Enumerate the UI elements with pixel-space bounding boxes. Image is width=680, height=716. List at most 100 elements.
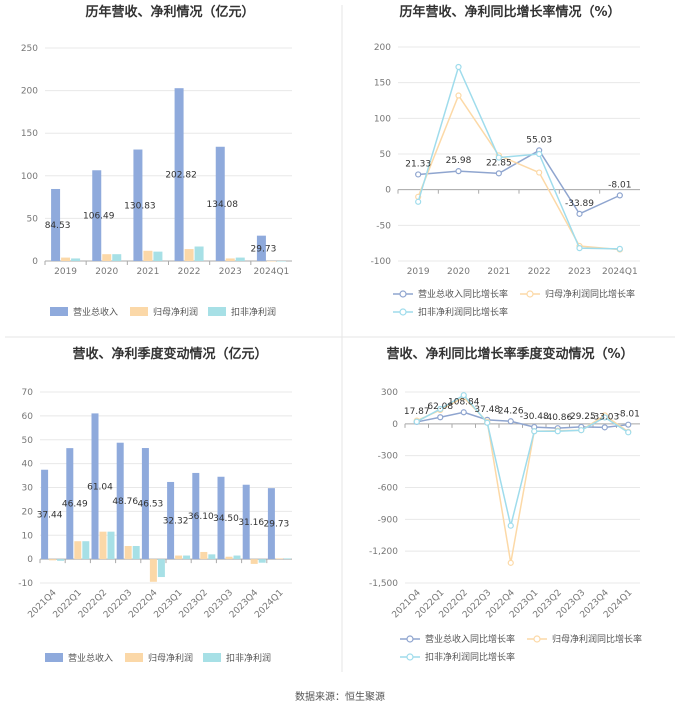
data-label: -40.86	[543, 413, 572, 423]
legend-swatch	[203, 653, 221, 662]
legend-label: 扣非净利润同比增长率	[425, 651, 515, 663]
data-label: -29.25	[567, 412, 596, 422]
series-line-net-profit-growth	[416, 396, 629, 563]
data-label: 17.87	[404, 407, 430, 417]
bar-deducted-profit	[57, 559, 65, 561]
bar-net-profit	[102, 254, 112, 261]
bar-revenue	[217, 476, 225, 560]
y-tick-label: 0	[385, 186, 391, 196]
data-label: -30.48	[520, 412, 549, 422]
data-label: 25.98	[446, 156, 472, 166]
bar-revenue	[91, 413, 99, 560]
legend-swatch	[208, 307, 226, 316]
x-tick-label: 2019	[54, 267, 77, 277]
y-tick-label: 200	[21, 87, 38, 97]
series-line-net-profit-growth	[417, 93, 620, 251]
legend-swatch	[50, 307, 68, 316]
series-point	[536, 150, 543, 158]
legend-swatch	[125, 653, 143, 662]
quarterly-revenue-profit-chart: 营收、净利季度变动情况（亿元）-100102030405060702021Q42…	[18, 346, 292, 664]
series-point	[415, 198, 422, 205]
data-label: 22.85	[486, 158, 512, 168]
data-label: 106.49	[83, 212, 115, 222]
bar-deducted-profit	[107, 531, 115, 560]
series-point	[616, 245, 623, 252]
y-tick-label: 0	[32, 257, 38, 267]
bar-net-profit	[74, 541, 82, 560]
bar-net-profit	[250, 559, 258, 564]
x-tick-label: 2022	[528, 267, 551, 277]
series-point	[455, 168, 462, 175]
y-tick-label: 60	[22, 412, 34, 422]
x-tick-label: 2024Q1	[602, 267, 638, 277]
series-point	[578, 427, 585, 434]
bar-deducted-profit	[71, 258, 81, 261]
x-tick-label: 2023	[568, 267, 591, 277]
series-point	[437, 405, 444, 413]
series-point	[601, 414, 608, 421]
bar-deducted-profit	[82, 541, 90, 560]
data-label: -8.01	[617, 410, 640, 420]
data-label: 108.84	[448, 397, 480, 407]
legend-label: 归母净利润	[153, 306, 198, 318]
bar-deducted-profit	[157, 559, 165, 578]
bar-deducted-profit	[153, 251, 163, 261]
chart-title: 历年营收、净利同比增长率情况（%）	[399, 4, 620, 20]
bar-net-profit	[225, 258, 235, 261]
bar-net-profit	[143, 250, 153, 261]
y-tick-label: 50	[27, 214, 39, 224]
series-point	[460, 392, 467, 399]
data-label: 46.49	[62, 500, 88, 510]
legend-label: 营业总收入	[73, 306, 118, 318]
data-label: 55.03	[526, 135, 552, 145]
legend-label: 扣非净利润	[231, 306, 276, 318]
data-label: 21.33	[405, 159, 431, 169]
bar-revenue	[256, 235, 266, 261]
x-tick-label: 2020	[447, 267, 470, 277]
x-tick-label: 2024Q1	[254, 267, 290, 277]
bar-revenue	[66, 448, 74, 560]
data-label: 31.16	[238, 518, 264, 528]
chart-title: 营收、净利同比增长率季度变动情况（%）	[386, 346, 633, 362]
x-tick-label: 2021	[136, 267, 159, 277]
bar-deducted-profit	[235, 257, 245, 261]
y-tick-label: 150	[374, 79, 391, 89]
data-label: 24.26	[498, 406, 524, 416]
legend-label: 扣非净利润	[226, 652, 271, 664]
chart-title: 历年营收、净利情况（亿元）	[85, 4, 254, 20]
legend-label: 归母净利润	[148, 652, 193, 664]
bar-revenue	[242, 484, 250, 560]
bar-net-profit	[184, 249, 194, 261]
annual-growth-rate-chart: 历年营收、净利同比增长率情况（%） -100 -50 0 50 100 150 200 2019…	[371, 4, 640, 318]
bar-deducted-profit	[208, 554, 216, 560]
data-label: 61.04	[87, 482, 113, 492]
series-point	[495, 154, 502, 161]
y-tick-label: -100	[371, 257, 392, 267]
x-tick-label: 2023	[219, 267, 242, 277]
y-tick-label: 100	[374, 114, 391, 124]
bar-net-profit	[49, 559, 57, 561]
bar-deducted-profit	[283, 558, 291, 560]
series-point	[554, 428, 561, 435]
y-tick-label: -1,500	[369, 579, 398, 589]
y-tick-label: 100	[21, 172, 38, 182]
data-label: -8.01	[608, 180, 631, 190]
legend-label: 归母净利润同比增长率	[545, 288, 635, 300]
series-point	[601, 424, 608, 431]
annual-revenue-profit-chart: 历年营收、净利情况（亿元） 0 50 100 150 200 250 2019 2020 2021…	[21, 4, 292, 318]
bar-net-profit	[149, 559, 157, 582]
series-point	[576, 245, 583, 252]
bar-deducted-profit	[276, 261, 286, 262]
data-label: -33.03	[590, 412, 619, 422]
x-tick-label: 2020	[95, 267, 118, 277]
y-tick-label: 50	[380, 150, 392, 160]
bar-deducted-profit	[258, 559, 266, 563]
bar-deducted-profit	[183, 555, 191, 560]
legend-marker	[533, 635, 541, 643]
data-source-footer: 数据来源：恒生聚源	[295, 692, 385, 703]
y-tick-label: 150	[21, 129, 38, 139]
bar-deducted-profit	[132, 545, 140, 560]
y-tick-label: 0	[392, 420, 398, 430]
legend-swatch	[45, 653, 63, 662]
